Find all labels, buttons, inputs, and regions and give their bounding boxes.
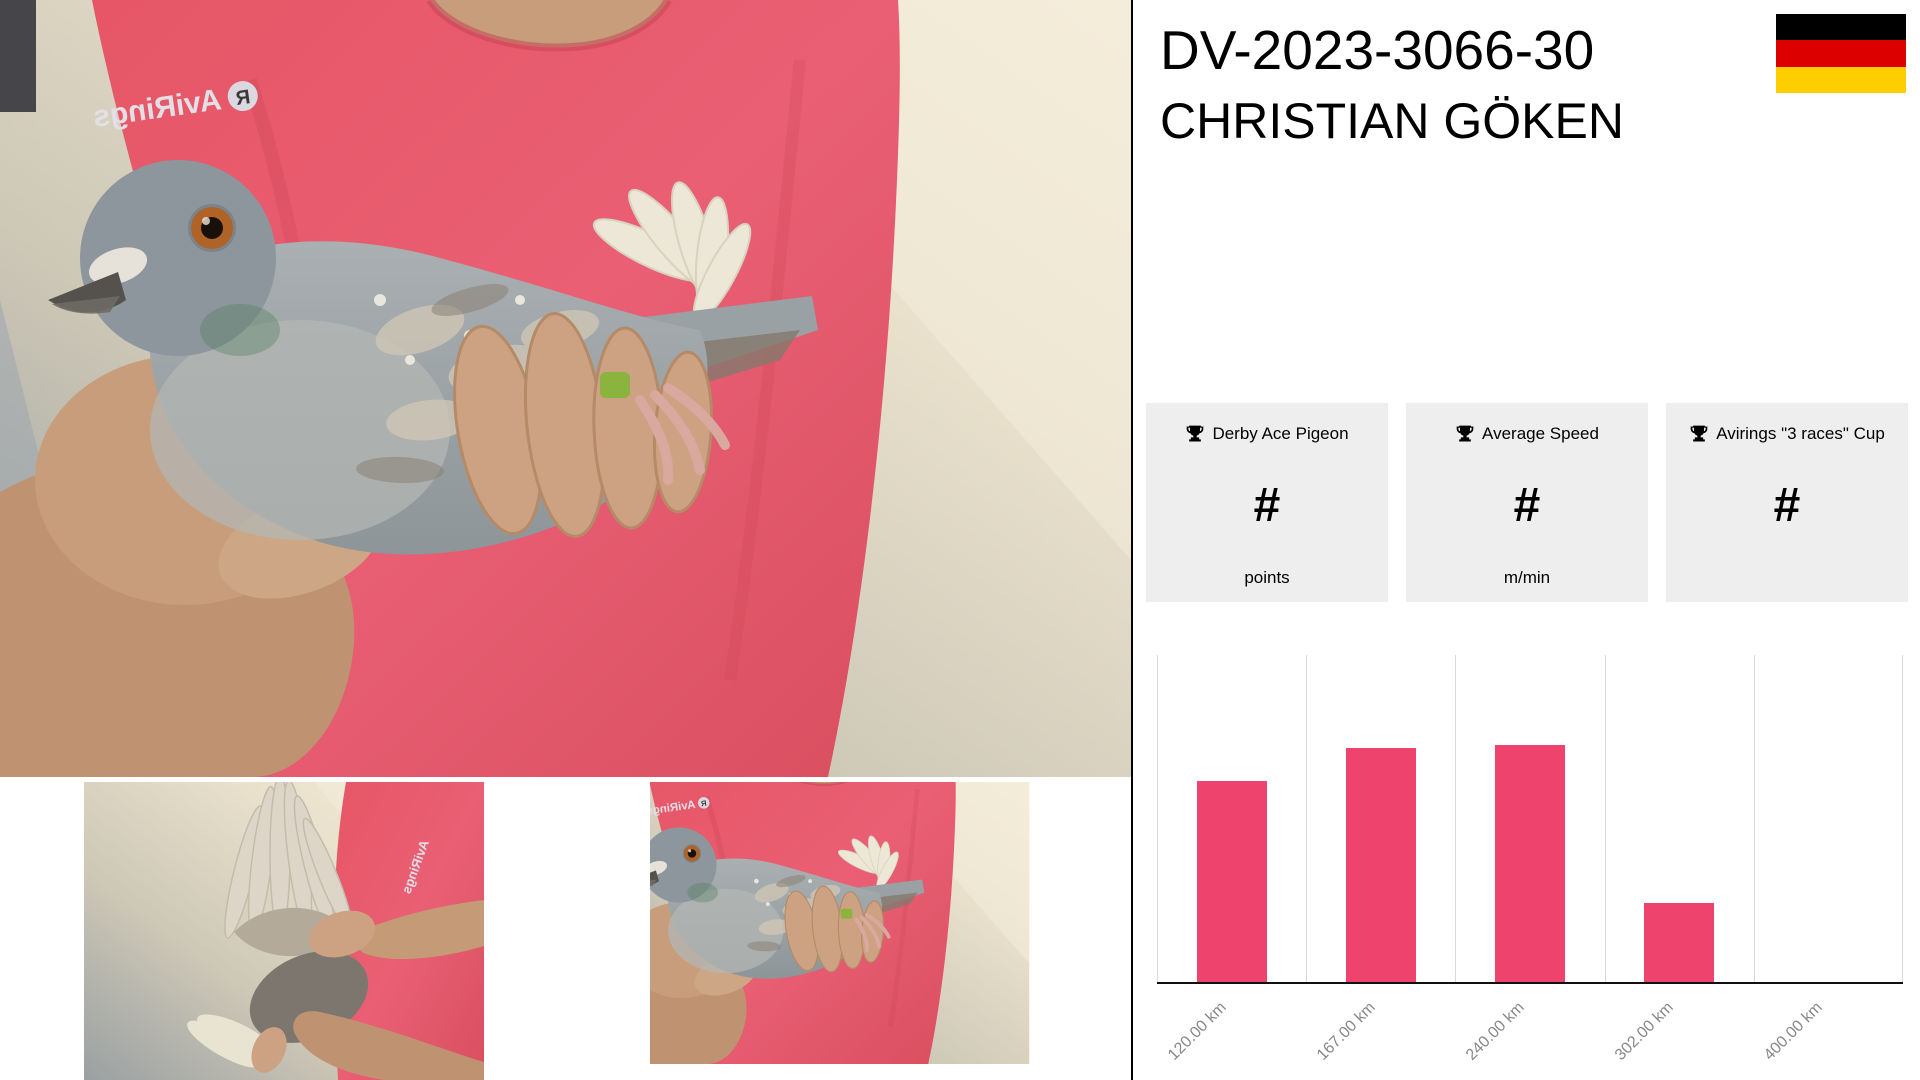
main-pigeon-photo bbox=[0, 0, 1131, 777]
vertical-divider bbox=[1131, 0, 1133, 1080]
bar-167.00 km bbox=[1346, 748, 1416, 982]
stats-row: Derby Ace Pigeon # points Average Speed … bbox=[1146, 403, 1908, 602]
photo-gallery bbox=[0, 0, 1133, 1080]
stat-card-avirings-3-races-cup: Avirings "3 races" Cup # bbox=[1666, 403, 1908, 602]
germany-flag-icon bbox=[1776, 14, 1906, 93]
thumbnail-photo-wing-spread[interactable] bbox=[84, 782, 484, 1080]
gridline bbox=[1455, 655, 1456, 982]
stat-card-header: Avirings "3 races" Cup bbox=[1689, 424, 1885, 444]
stat-value: # bbox=[1513, 479, 1541, 532]
gridline bbox=[1902, 655, 1903, 982]
flag-stripe-black bbox=[1776, 14, 1906, 41]
stat-card-derby-ace-pigeon: Derby Ace Pigeon # points bbox=[1146, 403, 1388, 602]
stat-value: # bbox=[1253, 479, 1281, 532]
pigeon-info-panel: DV-2023-3066-30 CHRISTIAN GÖKEN Derby Ac… bbox=[1133, 0, 1920, 1080]
stat-value: # bbox=[1773, 479, 1801, 532]
trophy-icon bbox=[1187, 425, 1204, 442]
ring-number-title: DV-2023-3066-30 bbox=[1160, 19, 1595, 81]
gridline bbox=[1605, 655, 1606, 982]
trophy-icon bbox=[1456, 425, 1474, 442]
gridline bbox=[1157, 655, 1158, 982]
stat-card-header: Derby Ace Pigeon bbox=[1185, 424, 1349, 444]
stat-unit: m/min bbox=[1503, 568, 1551, 587]
race-distance-axis-labels: 120.00 km 167.00 km 240.00 km 302.00 km 400.… bbox=[1165, 999, 1827, 1064]
owner-name: CHRISTIAN GÖKEN bbox=[1160, 93, 1624, 149]
stat-card-header: Average Speed bbox=[1455, 424, 1599, 444]
gridline bbox=[1754, 655, 1755, 982]
flag-stripe-red bbox=[1776, 40, 1906, 67]
stat-label: Derby Ace Pigeon bbox=[1212, 424, 1349, 443]
stat-label: Avirings "3 races" Cup bbox=[1716, 424, 1885, 443]
trophy-icon bbox=[1690, 425, 1708, 442]
thumbnail-photo-held[interactable] bbox=[650, 782, 1053, 1080]
stat-unit: points bbox=[1244, 568, 1290, 587]
bar-302.00 km bbox=[1644, 903, 1714, 982]
stat-card-average-speed: Average Speed # m/min bbox=[1406, 403, 1648, 602]
bar-240.00 km bbox=[1495, 745, 1565, 982]
race-distance-bar-chart bbox=[1157, 655, 1903, 984]
flag-stripe-gold bbox=[1776, 66, 1906, 93]
bar-120.00 km bbox=[1197, 781, 1267, 982]
stat-label: Average Speed bbox=[1482, 424, 1599, 443]
gridline bbox=[1306, 655, 1307, 982]
